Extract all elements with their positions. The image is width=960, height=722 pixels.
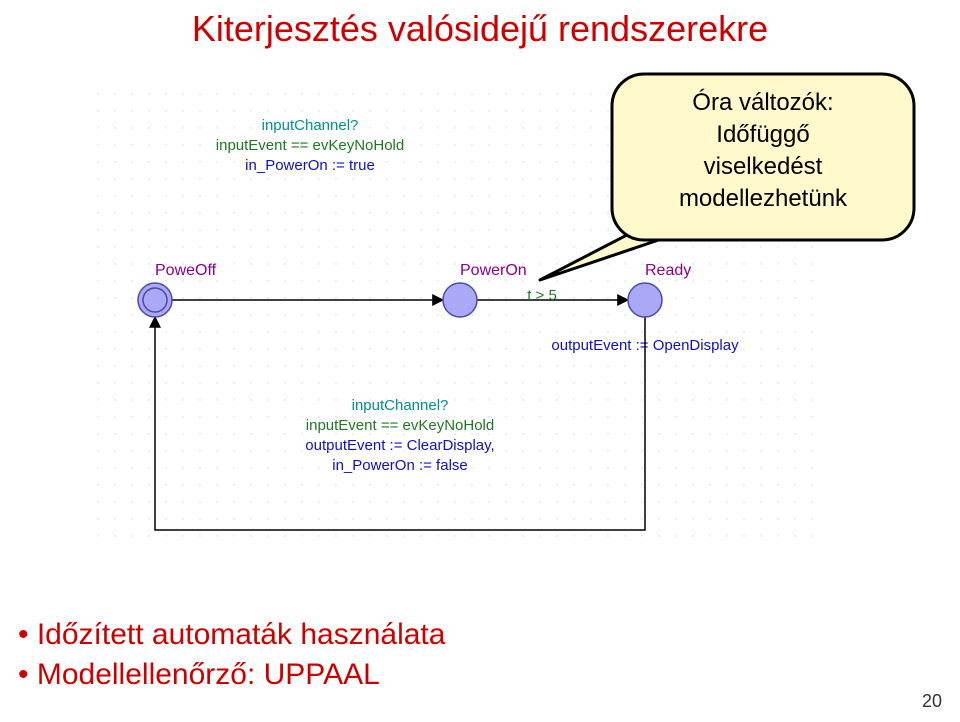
- svg-text:inputEvent == evKeyNoHold: inputEvent == evKeyNoHold: [306, 417, 494, 434]
- svg-text:modellezhetünk: modellezhetünk: [679, 185, 848, 212]
- page-number: 20: [922, 691, 942, 712]
- svg-text:inputChannel?: inputChannel?: [262, 117, 359, 134]
- svg-text:inputEvent == evKeyNoHold: inputEvent == evKeyNoHold: [216, 137, 404, 154]
- svg-text:PoweOff: PoweOff: [155, 262, 217, 279]
- bullet-1: • Időzített automaták használata: [18, 618, 445, 652]
- svg-text:inputChannel?: inputChannel?: [352, 397, 449, 414]
- svg-text:Időfüggő: Időfüggő: [716, 121, 809, 148]
- svg-text:viselkedést: viselkedést: [704, 153, 823, 180]
- svg-text:in_PowerOn := true: in_PowerOn := true: [245, 157, 375, 174]
- svg-text:outputEvent := ClearDisplay,: outputEvent := ClearDisplay,: [305, 437, 494, 454]
- bullet-2: • Modellellenőrző: UPPAAL: [18, 658, 380, 692]
- clock-variable-callout: Óra változók: Időfüggő viselkedést modellez…: [510, 44, 944, 310]
- svg-text:in_PowerOn := false: in_PowerOn := false: [332, 457, 468, 474]
- svg-text:Óra változók:: Óra változók:: [692, 89, 833, 116]
